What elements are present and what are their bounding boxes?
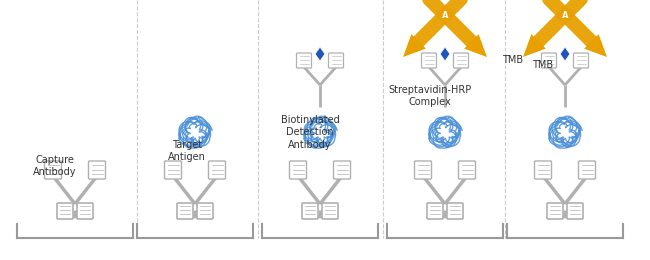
FancyBboxPatch shape: [415, 161, 432, 179]
Polygon shape: [560, 47, 570, 61]
FancyBboxPatch shape: [328, 53, 343, 68]
FancyBboxPatch shape: [209, 161, 226, 179]
Polygon shape: [440, 47, 450, 61]
Polygon shape: [403, 34, 426, 57]
FancyBboxPatch shape: [567, 203, 583, 219]
FancyBboxPatch shape: [454, 53, 469, 68]
FancyBboxPatch shape: [197, 203, 213, 219]
Text: Streptavidin-HRP
Complex: Streptavidin-HRP Complex: [389, 85, 472, 107]
FancyBboxPatch shape: [427, 203, 443, 219]
Text: Biotinylated
Detection
Antibody: Biotinylated Detection Antibody: [281, 115, 339, 150]
FancyBboxPatch shape: [296, 53, 311, 68]
FancyBboxPatch shape: [164, 161, 181, 179]
FancyBboxPatch shape: [458, 161, 476, 179]
Polygon shape: [523, 34, 546, 57]
FancyBboxPatch shape: [421, 53, 437, 68]
FancyBboxPatch shape: [578, 161, 595, 179]
Polygon shape: [584, 34, 607, 57]
FancyBboxPatch shape: [77, 203, 93, 219]
Text: TMB: TMB: [502, 55, 523, 65]
FancyBboxPatch shape: [44, 161, 62, 179]
FancyBboxPatch shape: [333, 161, 350, 179]
FancyBboxPatch shape: [547, 203, 563, 219]
Text: Capture
Antibody: Capture Antibody: [33, 155, 77, 177]
FancyBboxPatch shape: [322, 203, 338, 219]
FancyBboxPatch shape: [57, 203, 73, 219]
Text: A: A: [442, 10, 448, 20]
FancyBboxPatch shape: [177, 203, 193, 219]
FancyBboxPatch shape: [573, 53, 588, 68]
FancyBboxPatch shape: [302, 203, 318, 219]
FancyBboxPatch shape: [534, 161, 551, 179]
Polygon shape: [464, 34, 487, 57]
FancyBboxPatch shape: [88, 161, 105, 179]
Text: TMB: TMB: [532, 60, 554, 70]
Text: A: A: [562, 10, 568, 20]
FancyBboxPatch shape: [541, 53, 556, 68]
Polygon shape: [315, 47, 325, 61]
FancyBboxPatch shape: [289, 161, 307, 179]
FancyBboxPatch shape: [447, 203, 463, 219]
Text: Target
Antigen: Target Antigen: [168, 140, 206, 162]
